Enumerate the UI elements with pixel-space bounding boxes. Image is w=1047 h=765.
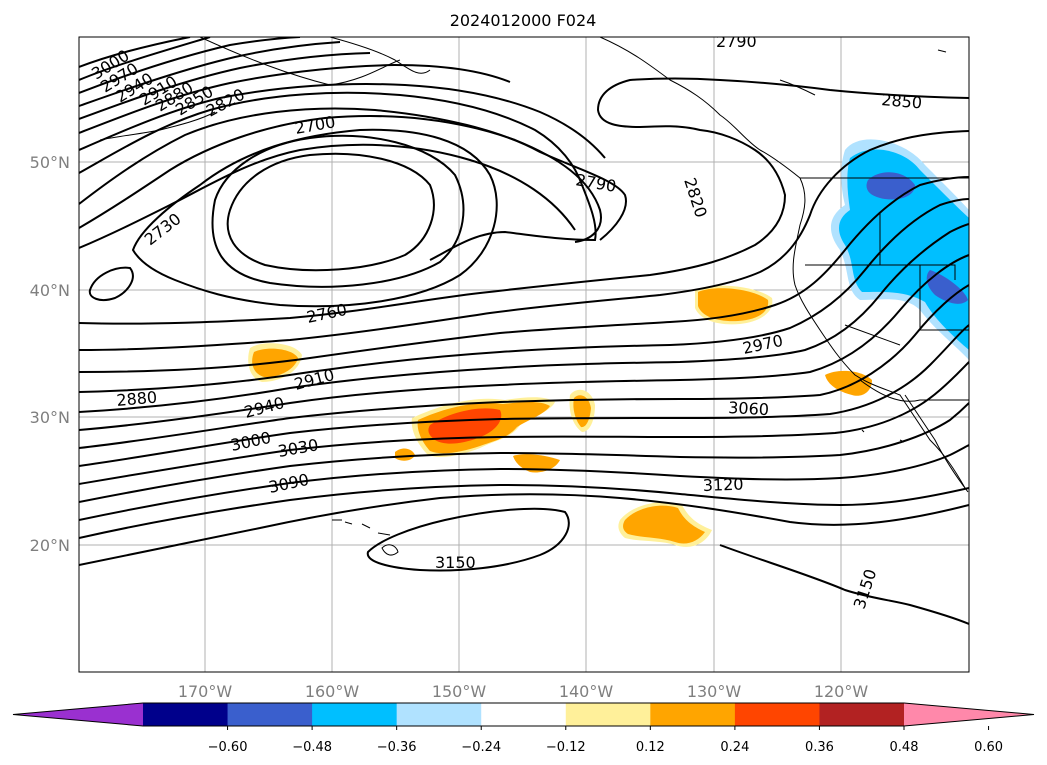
colorbar-segment: [650, 703, 736, 726]
colorbar-segment: [312, 703, 398, 726]
contour-label: 3150: [435, 553, 476, 572]
lon-label-120w: 120°W: [814, 682, 869, 701]
colorbar-tick-label: −0.24: [461, 740, 501, 755]
lat-label-40n: 40°N: [30, 281, 70, 300]
colorbar-tick-label: 0.60: [974, 740, 1003, 755]
colorbar-tick-label: −0.36: [377, 740, 417, 755]
contour-label: 2820: [680, 175, 711, 220]
colorbar-outline: [12, 702, 1035, 727]
latitude-labels: 50°N 40°N 30°N 20°N: [30, 153, 70, 555]
longitude-labels: 170°W 160°W 150°W 140°W 130°W 120°W: [178, 682, 869, 701]
map-title: 2024012000 F024: [450, 11, 597, 30]
gridlines: [79, 37, 969, 672]
colorbar-tick-label: 0.36: [805, 740, 834, 755]
contour-label: 3060: [728, 398, 770, 419]
lon-label-150w: 150°W: [432, 682, 487, 701]
colorbar-segment: [481, 703, 567, 726]
contour-label: 3000: [229, 428, 273, 455]
colorbar-segment: [819, 703, 905, 726]
colorbar-tick-label: −0.60: [208, 740, 248, 755]
contour-label: 2790: [574, 170, 617, 196]
lat-label-20n: 20°N: [30, 536, 70, 555]
colorbar-tick-label: −0.48: [292, 740, 332, 755]
height-contours: [79, 37, 969, 625]
colorbar-extend-min: [13, 703, 143, 726]
contour-label: 2940: [242, 393, 286, 422]
colorbar: −0.60 −0.48 −0.36 −0.24 −0.12 0.12 0.24 0.36 0.4…: [12, 702, 1035, 755]
contour-label: 3150: [850, 567, 881, 612]
lat-label-50n: 50°N: [30, 153, 70, 172]
colorbar-tick-label: −0.12: [546, 740, 586, 755]
lon-label-160w: 160°W: [305, 682, 360, 701]
contour-label: 3120: [702, 475, 743, 495]
lon-label-170w: 170°W: [178, 682, 233, 701]
contour-label: 2850: [881, 90, 923, 112]
colorbar-segment: [396, 703, 482, 726]
colorbar-segment: [565, 703, 651, 726]
lon-label-130w: 130°W: [687, 682, 742, 701]
contour-label: 2730: [141, 209, 185, 249]
colorbar-segment: [227, 703, 313, 726]
contour-label: 2790: [716, 32, 757, 51]
colorbar-segment: [734, 703, 820, 726]
contour-label: 2880: [116, 388, 158, 410]
contour-label: 3030: [276, 435, 319, 461]
colorbar-tick-label: 0.48: [890, 740, 919, 755]
contour-label: 2910: [292, 365, 336, 394]
negative-anomaly-shading: [830, 139, 969, 360]
contour-label: 2760: [305, 300, 349, 327]
map-frame: [78, 36, 970, 673]
colorbar-segment: [143, 703, 229, 726]
lon-label-140w: 140°W: [559, 682, 614, 701]
colorbar-extend-max: [904, 703, 1034, 726]
contour-label: 3090: [267, 470, 311, 497]
colorbar-tick-label: 0.24: [720, 740, 749, 755]
lat-label-30n: 30°N: [30, 408, 70, 427]
map-area: 3000 2970 2940 2910 2880 2850 2820 2700 …: [79, 32, 969, 672]
colorbar-tick-label: 0.12: [636, 740, 665, 755]
